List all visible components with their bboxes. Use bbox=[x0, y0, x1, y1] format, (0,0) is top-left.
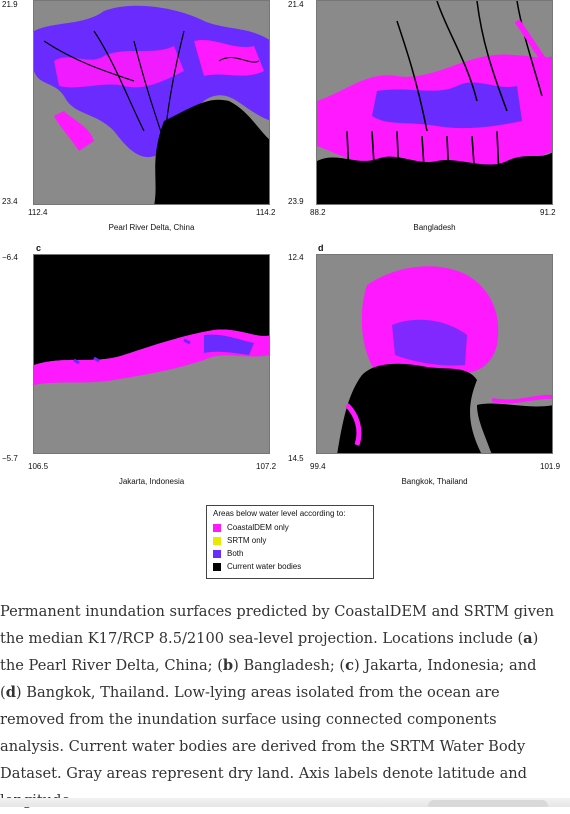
panel-a-map bbox=[33, 0, 270, 205]
legend-label: Both bbox=[227, 549, 244, 558]
legend-swatch bbox=[213, 536, 221, 545]
panel-c-lat-top: −6.4 bbox=[2, 253, 18, 262]
caption-text: ) Bangkok, Thailand. Low-lying areas iso… bbox=[0, 684, 528, 809]
legend-title: Areas below water level according to: bbox=[213, 509, 346, 518]
caption-ref-d: d bbox=[5, 684, 16, 701]
caption-ref-a: a bbox=[523, 630, 533, 647]
caption-text: Permanent inundation surfaces predicted … bbox=[0, 603, 554, 647]
panel-a-lat-bottom: 23.4 bbox=[2, 197, 18, 206]
legend-label: CoastalDEM only bbox=[227, 523, 289, 532]
legend-swatch bbox=[213, 523, 221, 532]
panel-b-map bbox=[316, 0, 553, 205]
panel-a-lat-top: 21.9 bbox=[2, 0, 18, 9]
panel-d-lon-right: 101.9 bbox=[540, 462, 561, 471]
figure-caption: Permanent inundation surfaces predicted … bbox=[0, 598, 558, 814]
panel-c-lat-bottom: −5.7 bbox=[2, 454, 18, 463]
panel-d-lat-bottom: 14.5 bbox=[288, 454, 304, 463]
panel-d-label: d bbox=[318, 243, 324, 253]
caption-text: ) the Pearl River Delta, China; ( bbox=[0, 630, 539, 674]
panel-a-lon-left: 112.4 bbox=[28, 208, 48, 217]
panel-b-lat-bottom: 23.9 bbox=[288, 197, 304, 206]
panel-b-lon-right: 91.2 bbox=[540, 208, 556, 217]
legend-item: SRTM only bbox=[213, 534, 367, 547]
legend-item: CoastalDEM only bbox=[213, 521, 367, 534]
panel-b-lon-left: 88.2 bbox=[310, 208, 326, 217]
panel-d-lat-top: 12.4 bbox=[288, 253, 304, 262]
panel-a-place: Pearl River Delta, China bbox=[108, 223, 195, 232]
panel-d-lon-left: 99.4 bbox=[310, 462, 326, 471]
panel-c-lon-left: 106.5 bbox=[28, 462, 49, 471]
panel-d-map bbox=[316, 254, 553, 454]
panel-c-label: c bbox=[36, 243, 42, 253]
legend-item: Both bbox=[213, 547, 367, 560]
footer-tab[interactable] bbox=[428, 800, 548, 807]
panel-c-lon-right: 107.2 bbox=[256, 462, 277, 471]
panel-c-place: Jakarta, Indonesia bbox=[118, 477, 185, 486]
caption-ref-c: c bbox=[345, 657, 354, 674]
panel-c-map bbox=[33, 254, 270, 454]
caption-text: ) Jakarta, Indonesia; and ( bbox=[0, 657, 537, 701]
caption-text: ) Bangladesh; ( bbox=[233, 657, 346, 674]
footer-bar bbox=[0, 798, 570, 807]
panel-d-place: Bangkok, Thailand bbox=[401, 477, 468, 486]
legend-item: Current water bodies bbox=[213, 560, 367, 573]
legend-swatch bbox=[213, 549, 221, 558]
panel-b-place: Bangladesh bbox=[413, 223, 456, 232]
panel-a-lon-right: 114.2 bbox=[256, 208, 276, 217]
legend-label: SRTM only bbox=[227, 536, 267, 545]
legend: Areas below water level according to: Co… bbox=[206, 505, 374, 579]
legend-label: Current water bodies bbox=[227, 562, 302, 571]
panel-b-lat-top: 21.4 bbox=[288, 0, 304, 9]
legend-swatch bbox=[213, 562, 221, 571]
caption-ref-b: b bbox=[222, 657, 234, 674]
